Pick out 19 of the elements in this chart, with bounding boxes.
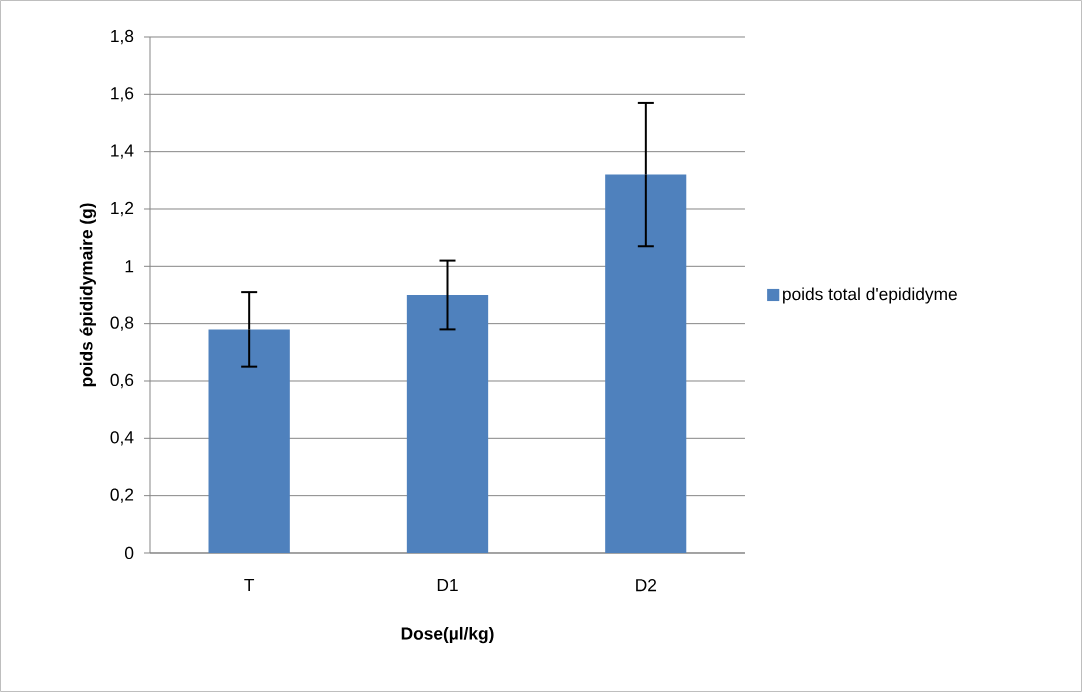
legend-label: poids total d'epididyme: [783, 287, 957, 304]
y-tick-label: 1: [125, 260, 134, 273]
bar: [605, 174, 687, 553]
y-tick-label: 1,2: [111, 201, 134, 217]
y-tick-label: 1,4: [111, 144, 134, 159]
x-tick-label: D2: [636, 579, 657, 592]
bar: [208, 329, 290, 553]
y-tick-label: 0,4: [110, 431, 134, 446]
x-axis-title: Dose(µl/kg): [401, 626, 494, 644]
y-tick-label: 0,6: [110, 373, 134, 389]
y-tick-label: 0,2: [110, 488, 134, 503]
bar: [406, 294, 489, 553]
y-tick-label: 0: [124, 546, 134, 560]
y-tick-label: 1,8: [111, 29, 134, 45]
y-tick-label: 1,6: [111, 87, 134, 102]
y-tick-label: 0,8: [110, 316, 134, 331]
y-axis-title: poids épididymaire (g): [79, 203, 97, 387]
x-tick-label: T: [244, 579, 255, 591]
x-tick-label: D1: [437, 579, 458, 591]
